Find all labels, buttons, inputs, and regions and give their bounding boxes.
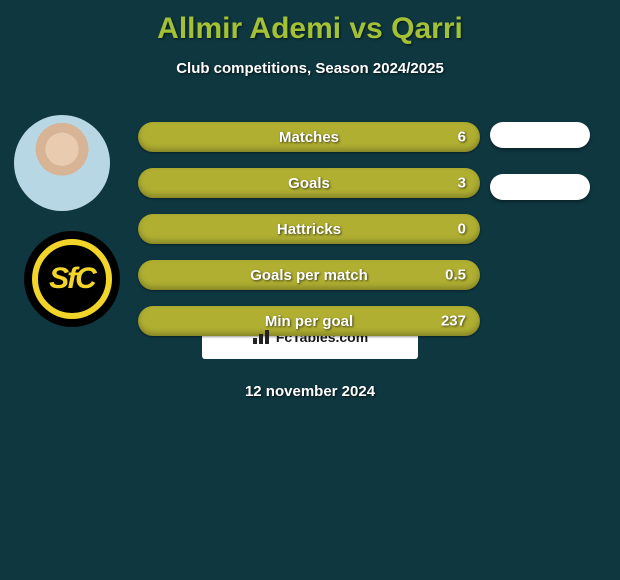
stat-value: 6 xyxy=(458,129,466,146)
stat-bar-goals-per-match: Goals per match 0.5 xyxy=(138,260,480,290)
opponent-pills xyxy=(490,122,600,226)
stat-bars: Matches 6 Goals 3 Hattricks 0 Goals per … xyxy=(138,122,480,352)
stat-value: 3 xyxy=(458,175,466,192)
stat-bar-matches: Matches 6 xyxy=(138,122,480,152)
stat-label: Hattricks xyxy=(277,221,341,238)
avatar-column: SfC xyxy=(10,115,120,327)
page-title: Allmir Ademi vs Qarri xyxy=(0,0,620,46)
stat-value: 0 xyxy=(458,221,466,238)
stat-label: Matches xyxy=(279,129,339,146)
stat-bar-min-per-goal: Min per goal 237 xyxy=(138,306,480,336)
player-avatar xyxy=(14,115,110,211)
stat-bar-hattricks: Hattricks 0 xyxy=(138,214,480,244)
date-text: 12 november 2024 xyxy=(0,383,620,400)
stat-label: Goals xyxy=(288,175,330,192)
club-badge-ring xyxy=(32,239,112,319)
opponent-pill-goals xyxy=(490,174,590,200)
stat-label: Goals per match xyxy=(250,267,368,284)
bar-chart-icon xyxy=(252,330,270,344)
stat-value: 237 xyxy=(441,313,466,330)
stat-bar-goals: Goals 3 xyxy=(138,168,480,198)
stat-label: Min per goal xyxy=(265,313,353,330)
club-badge: SfC xyxy=(24,231,120,327)
page-subtitle: Club competitions, Season 2024/2025 xyxy=(0,60,620,77)
stat-value: 0.5 xyxy=(445,267,466,284)
opponent-pill-matches xyxy=(490,122,590,148)
